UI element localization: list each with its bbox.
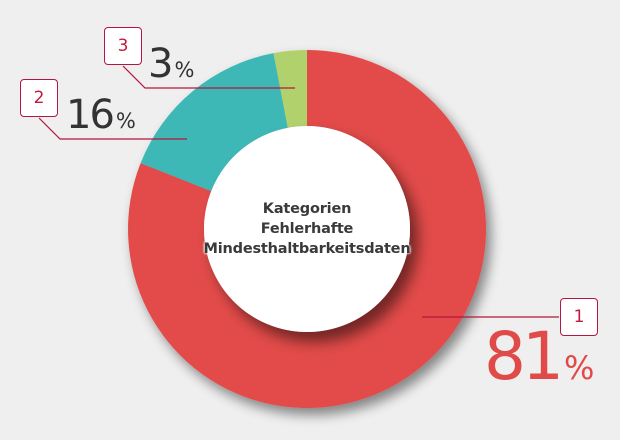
value-number-3: 3 xyxy=(148,41,173,87)
value-unit-1: % xyxy=(563,349,595,387)
chart-title-line-2: Fehlerhafte xyxy=(260,221,354,237)
callout-badge-1: 1 xyxy=(560,298,598,336)
chart-title-line-3: Mindesthaltbarkeitsdaten xyxy=(203,241,411,257)
chart-title-line-1: Kategorien xyxy=(262,201,352,217)
value-label-1: 81% xyxy=(484,324,594,390)
slice-1[interactable] xyxy=(128,50,487,408)
value-label-3: 3% xyxy=(148,44,194,84)
value-number-2: 16 xyxy=(66,92,115,138)
leader-line-2 xyxy=(38,117,187,140)
chart-title: Kategorien Fehlerhafte Mindesthaltbarkei… xyxy=(180,199,434,259)
value-label-2: 16% xyxy=(66,95,136,135)
value-number-1: 81 xyxy=(484,318,564,395)
value-unit-3: % xyxy=(174,58,195,82)
slice-3[interactable] xyxy=(273,49,308,128)
leader-line-3 xyxy=(122,65,295,89)
value-unit-2: % xyxy=(115,109,136,133)
donut-hole xyxy=(204,126,410,332)
callout-badge-3: 3 xyxy=(104,27,142,65)
callout-badge-2: 2 xyxy=(20,79,58,117)
